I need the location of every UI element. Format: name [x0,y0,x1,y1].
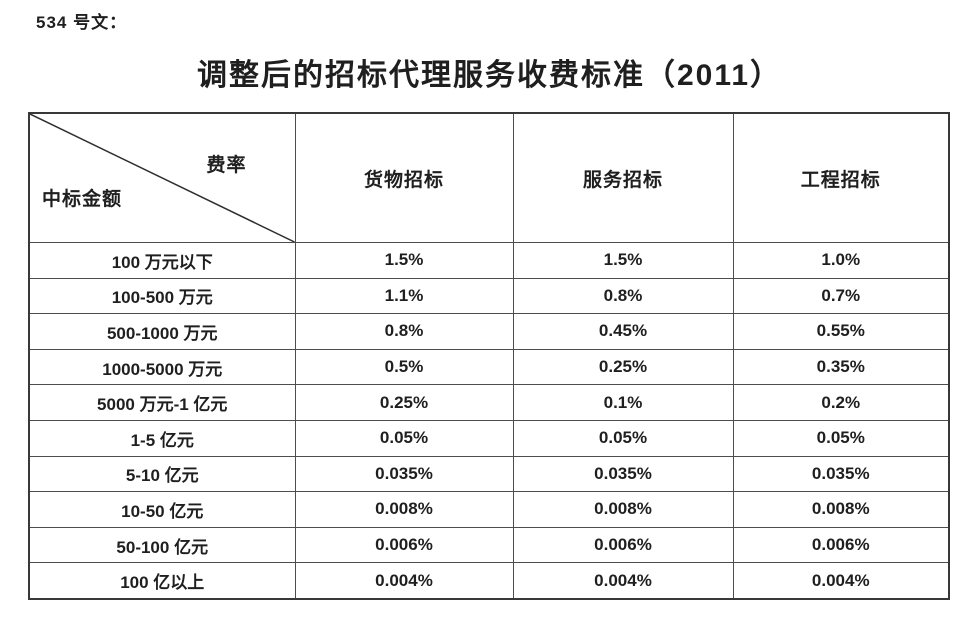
rate-cell: 0.2% [732,384,950,421]
rate-cell: 0.25% [294,384,514,421]
table-row: 5000 万元-1 亿元 0.25% 0.1% 0.2% [28,384,950,421]
rate-cell: 1.5% [294,242,514,279]
table-row: 1-5 亿元 0.05% 0.05% 0.05% [28,419,950,457]
rate-cell: 0.45% [512,313,734,350]
doc-number-label: 534 号文： [36,13,128,32]
rate-cell: 0.006% [512,526,734,564]
column-header-services: 服务招标 [512,112,734,243]
amount-cell: 100-500 万元 [28,277,296,315]
page-title: 调整后的招标代理服务收费标准（2011） [196,59,783,92]
rate-cell: 0.008% [732,491,950,528]
amount-cell: 50-100 亿元 [28,526,296,564]
table-row: 100 亿以上 0.004% 0.004% 0.004% [28,562,950,600]
column-header-engineering: 工程招标 [732,112,950,243]
rate-cell: 0.8% [512,277,734,315]
table-row: 100-500 万元 1.1% 0.8% 0.7% [28,277,950,315]
amount-cell: 1-5 亿元 [28,419,296,457]
rate-cell: 0.25% [512,348,734,386]
rate-cell: 1.1% [294,277,514,315]
rate-cell: 0.5% [294,348,514,386]
table-row: 50-100 亿元 0.006% 0.006% 0.006% [28,526,950,564]
rate-cell: 0.035% [732,455,950,493]
rate-cell: 0.35% [732,348,950,386]
amount-cell: 10-50 亿元 [28,491,296,528]
table-row: 100 万元以下 1.5% 1.5% 1.0% [28,242,950,279]
rate-cell: 0.05% [294,419,514,457]
rate-cell: 1.5% [512,242,734,279]
corner-label-bid-amount: 中标金额 [42,189,123,210]
rate-cell: 0.004% [294,562,514,600]
diagonal-divider-line [30,114,295,242]
rate-cell: 0.05% [732,419,950,457]
header-row: 费率 中标金额 货物招标 服务招标 工程招标 [28,112,950,243]
rate-cell: 0.006% [732,526,950,564]
rate-cell: 0.035% [512,455,734,493]
rate-cell: 0.008% [512,491,734,528]
rate-cell: 0.004% [732,562,950,600]
rate-cell: 0.006% [294,526,514,564]
column-header-goods: 货物招标 [294,112,514,243]
rate-cell: 0.05% [512,419,734,457]
table-row: 1000-5000 万元 0.5% 0.25% 0.35% [28,348,950,386]
amount-cell: 500-1000 万元 [28,313,296,350]
fee-rate-table: 费率 中标金额 货物招标 服务招标 工程招标 100 万元以下 1.5% 1.5… [28,112,950,600]
rate-cell: 0.55% [732,313,950,350]
rate-cell: 0.1% [512,384,734,421]
rate-cell: 1.0% [732,242,950,279]
rate-cell: 0.7% [732,277,950,315]
table-row: 5-10 亿元 0.035% 0.035% 0.035% [28,455,950,493]
rate-cell: 0.035% [294,455,514,493]
rate-cell: 0.008% [294,491,514,528]
table-row: 500-1000 万元 0.8% 0.45% 0.55% [28,313,950,350]
table-row: 10-50 亿元 0.008% 0.008% 0.008% [28,491,950,528]
corner-label-fee-rate: 费率 [206,155,247,176]
amount-cell: 5000 万元-1 亿元 [28,384,296,421]
amount-cell: 5-10 亿元 [28,455,296,493]
amount-cell: 100 万元以下 [28,242,296,279]
amount-cell: 1000-5000 万元 [28,348,296,386]
amount-cell: 100 亿以上 [28,562,296,600]
rate-cell: 0.8% [294,313,514,350]
rate-cell: 0.004% [512,562,734,600]
corner-header-cell: 费率 中标金额 [28,112,296,243]
